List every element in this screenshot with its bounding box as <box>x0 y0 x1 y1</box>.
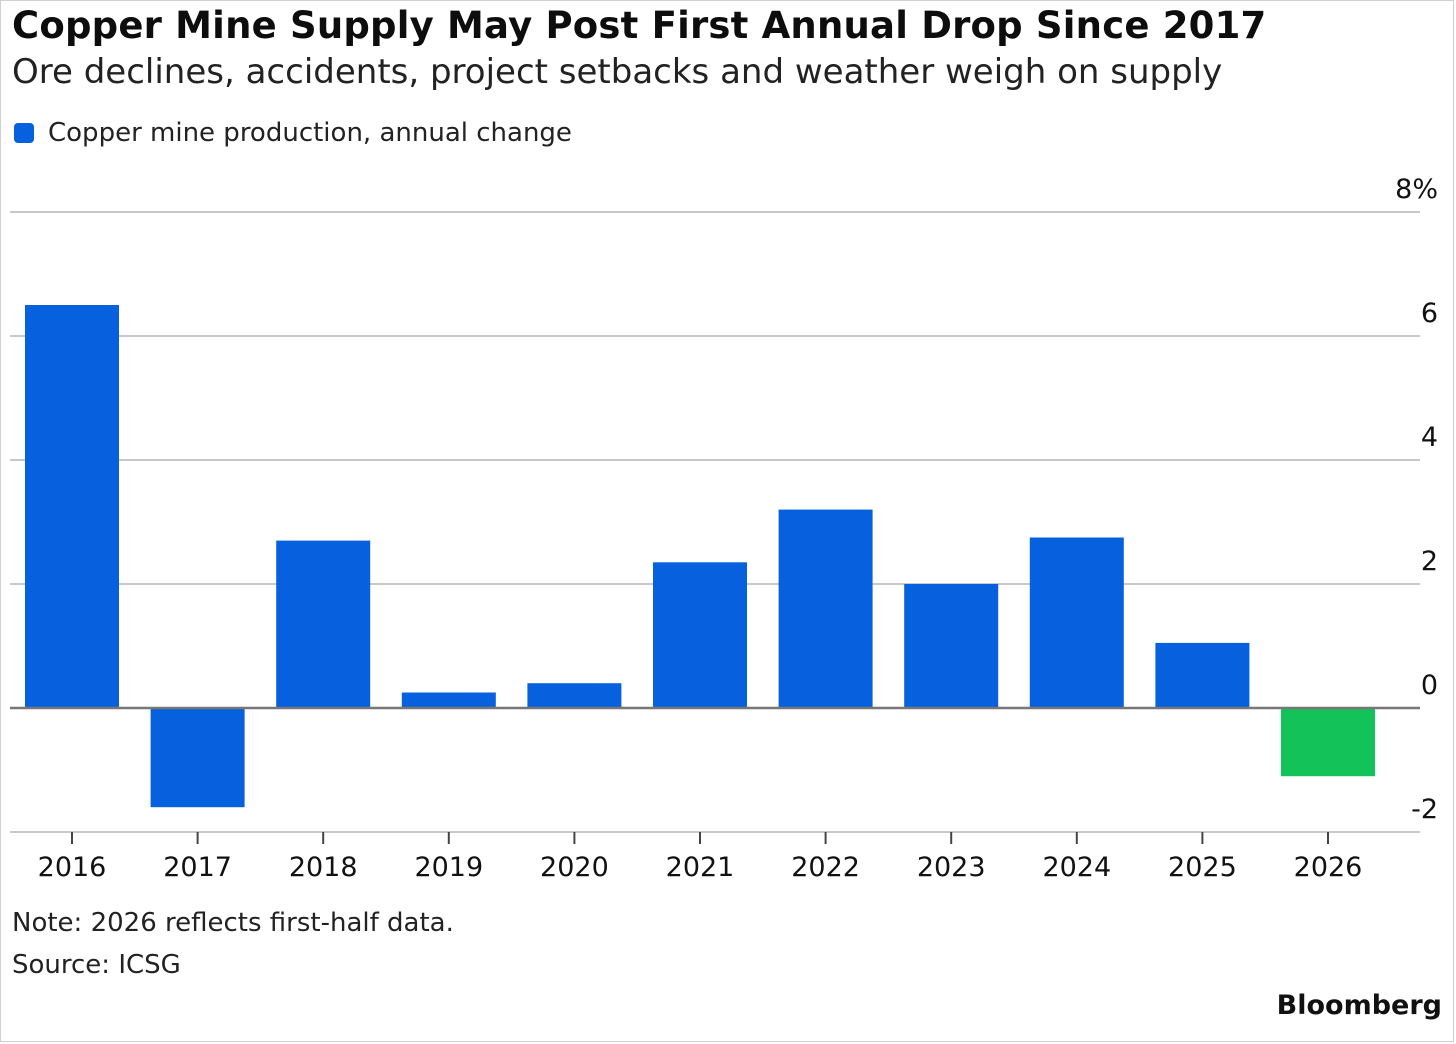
bar-2018 <box>276 540 371 708</box>
bar-2026 <box>1281 708 1375 777</box>
bar-2020 <box>527 683 622 708</box>
x-tick-label: 2019 <box>414 852 483 883</box>
y-tick-label: 0 <box>1421 670 1438 701</box>
bar-2025 <box>1155 642 1250 708</box>
x-tick-label: 2021 <box>666 852 735 883</box>
x-tick-label: 2024 <box>1042 852 1111 883</box>
y-tick-label: 8% <box>1395 174 1438 205</box>
x-tick-label: 2022 <box>791 852 860 883</box>
bar-2016 <box>25 305 119 708</box>
x-tick-label: 2023 <box>917 852 986 883</box>
y-tick-label: 2 <box>1421 546 1438 577</box>
bar-2017 <box>150 708 245 808</box>
chart-note: Note: 2026 reflects first-half data. <box>12 908 454 938</box>
bar-2022 <box>778 509 873 708</box>
bar-2024 <box>1029 537 1124 708</box>
legend: Copper mine production, annual change <box>14 118 572 148</box>
y-tick-label: -2 <box>1411 794 1438 825</box>
bar-2023 <box>904 584 999 708</box>
chart-title: Copper Mine Supply May Post First Annual… <box>12 4 1267 47</box>
legend-swatch <box>14 123 34 143</box>
chart-subtitle: Ore declines, accidents, project setback… <box>12 52 1223 92</box>
chart-source: Source: ICSG <box>12 950 181 980</box>
y-tick-label: 6 <box>1421 298 1438 329</box>
x-tick-label: 2017 <box>163 852 232 883</box>
x-tick-label: 2020 <box>540 852 609 883</box>
brand-logo: Bloomberg <box>1276 990 1442 1021</box>
x-tick-label: 2026 <box>1294 852 1363 883</box>
bar-2019 <box>401 692 496 708</box>
bar-2021 <box>653 562 747 708</box>
y-tick-label: 4 <box>1421 422 1438 453</box>
x-tick-label: 2018 <box>289 852 358 883</box>
legend-label: Copper mine production, annual change <box>48 118 572 148</box>
x-tick-label: 2016 <box>38 852 107 883</box>
x-tick-label: 2025 <box>1168 852 1237 883</box>
